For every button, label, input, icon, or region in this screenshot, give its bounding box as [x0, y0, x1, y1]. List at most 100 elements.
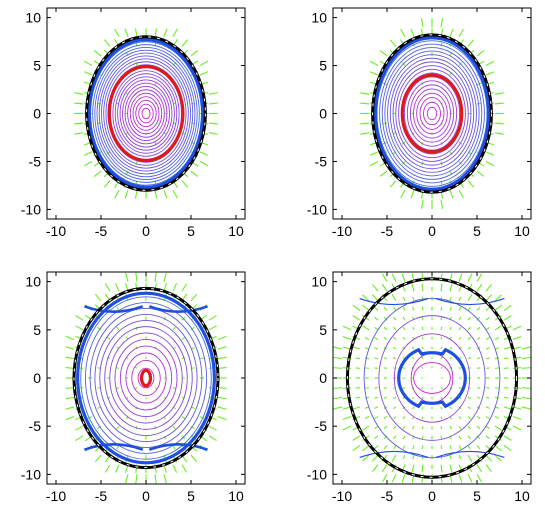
quiver-arrow [374, 368, 378, 369]
quiver-arrow [504, 436, 511, 441]
quiver-arrow [353, 347, 360, 349]
quiver-arrow [459, 317, 461, 320]
quiver-arrow [495, 326, 502, 330]
quiver-arrow [422, 445, 423, 449]
quiver-arrow [173, 327, 175, 330]
quiver-arrow [504, 445, 511, 450]
quiver-arrow [370, 161, 378, 165]
quiver-arrow [522, 388, 531, 389]
quiver-arrow [394, 317, 396, 320]
quiver-arrow [126, 273, 128, 282]
quiver-arrow [74, 133, 83, 135]
quiver-arrow [412, 347, 414, 349]
quiver-arrow [343, 326, 351, 330]
quiver-arrow [343, 426, 351, 430]
quiver-arrow [486, 284, 492, 291]
contour-line [105, 327, 188, 430]
quiver-arrow [173, 465, 177, 473]
quiver-arrow [411, 190, 414, 198]
contour-line [427, 107, 436, 119]
quiver-arrow [164, 190, 167, 198]
panel-top-left: -10 -5 0 5 101050-5-10 [21, 8, 245, 239]
quiver-arrow [422, 263, 423, 272]
quiver-arrow [75, 326, 83, 330]
quiver-arrow [95, 455, 101, 462]
x-tick-label: 0 [428, 223, 436, 239]
quiver-arrow [412, 357, 414, 359]
y-tick-label: -10 [307, 201, 327, 217]
quiver-arrow [392, 294, 396, 301]
quiver-arrow [459, 307, 461, 311]
y-tick-label: 5 [33, 58, 41, 74]
quiver-arrow [333, 347, 342, 349]
quiver-arrow [182, 417, 185, 419]
quiver-arrow [173, 283, 177, 291]
quiver-arrow [370, 72, 378, 75]
quiver-arrow [403, 436, 405, 439]
quiver-arrow [401, 190, 405, 198]
quiver-arrow [468, 358, 471, 359]
quiver-arrow [422, 407, 423, 409]
quiver-arrow [393, 426, 396, 429]
quiver-arrow [486, 338, 490, 340]
quiver-arrow [504, 316, 511, 321]
quiver-arrow [468, 274, 472, 282]
quiver-arrow [375, 327, 378, 329]
y-tick-label: -5 [315, 153, 328, 169]
quiver-arrow [495, 426, 502, 430]
contour-line [97, 50, 195, 177]
quiver-arrow [459, 436, 461, 439]
quiver-arrow [441, 465, 442, 473]
quiver-arrow [477, 474, 482, 482]
quiver-arrow [155, 474, 156, 483]
quiver-arrow [372, 465, 378, 472]
quiver-arrow [468, 407, 471, 409]
quiver-arrow [363, 305, 369, 310]
quiver-arrow [412, 465, 414, 473]
quiver-arrow [384, 327, 387, 330]
quiver-arrow [422, 337, 423, 340]
quiver-arrow [468, 294, 472, 301]
quiver-arrow [450, 297, 451, 301]
quiver-arrow [135, 388, 137, 389]
contour-line [413, 89, 450, 138]
quiver-arrow [209, 436, 217, 441]
quiver-arrow [441, 407, 442, 409]
quiver-arrow [412, 484, 414, 493]
y-tick-label: 10 [311, 10, 327, 26]
quiver-arrow [412, 397, 414, 399]
x-tick-label: 10 [514, 223, 530, 239]
quiver-arrow [486, 161, 494, 165]
quiver-arrow [450, 357, 452, 359]
quiver-arrow [403, 368, 405, 369]
quiver-arrow [468, 397, 471, 398]
quiver-arrow [209, 103, 218, 104]
quiver-arrow [486, 436, 489, 439]
x-tick-label: 5 [187, 488, 195, 504]
quiver-arrow [522, 347, 531, 349]
quiver-arrow [360, 133, 369, 135]
quiver-arrow [333, 407, 342, 409]
quiver-arrow [413, 297, 414, 301]
quiver-arrow [459, 274, 462, 282]
x-tick-label: -10 [46, 488, 66, 504]
quiver-arrow [459, 417, 461, 419]
quiver-arrow [495, 93, 504, 95]
quiver-arrow [441, 18, 443, 27]
quiver-arrow [459, 297, 461, 301]
quiver-arrow [393, 347, 396, 349]
quiver-arrow [403, 426, 405, 429]
lobe-contour [360, 451, 429, 457]
quiver-arrow [191, 294, 197, 301]
quiver-arrow [403, 445, 405, 449]
lobe-contour [360, 299, 429, 305]
contour-line [396, 66, 468, 162]
quiver-arrow [403, 388, 405, 389]
quiver-arrow [422, 317, 423, 320]
quiver-arrow [441, 307, 442, 311]
x-tick-label: -5 [95, 223, 108, 239]
x-tick-label: 10 [514, 488, 530, 504]
quiver-arrow [441, 347, 442, 349]
quiver-arrow [218, 336, 226, 339]
quiver-arrow [459, 455, 461, 459]
